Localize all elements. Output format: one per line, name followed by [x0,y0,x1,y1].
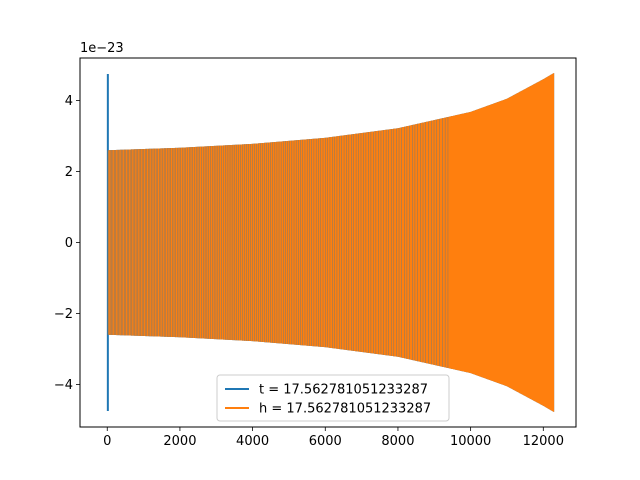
x-tick-label: 10000 [450,434,491,449]
legend-label: t = 17.562781051233287 [259,383,428,398]
y-tick-label: −2 [54,307,73,322]
legend-box [216,374,450,422]
series-group [106,73,555,412]
x-tick-label: 12000 [523,434,564,449]
series-line-h [107,73,555,412]
x-tick-label: 0 [103,434,111,449]
x-tick-label: 8000 [381,434,414,449]
y-axis: −4 −2 0 2 4 [54,94,80,393]
x-tick-label: 4000 [236,434,269,449]
plot-area [106,73,555,412]
series-line-t-carrier [108,117,449,368]
y-tick-label: 0 [65,236,73,251]
y-tick-label: −4 [54,378,73,393]
x-axis: 0 2000 4000 6000 8000 10000 12000 [103,427,564,449]
y-tick-label: 2 [65,165,73,180]
legend-label: h = 17.562781051233287 [259,402,431,417]
y-tick-label: 4 [65,94,73,109]
legend: t = 17.562781051233287 h = 17.56278105123… [216,374,450,422]
x-tick-label: 6000 [309,434,342,449]
y-offset-label: 1e−23 [80,41,124,56]
x-tick-label: 2000 [163,434,196,449]
